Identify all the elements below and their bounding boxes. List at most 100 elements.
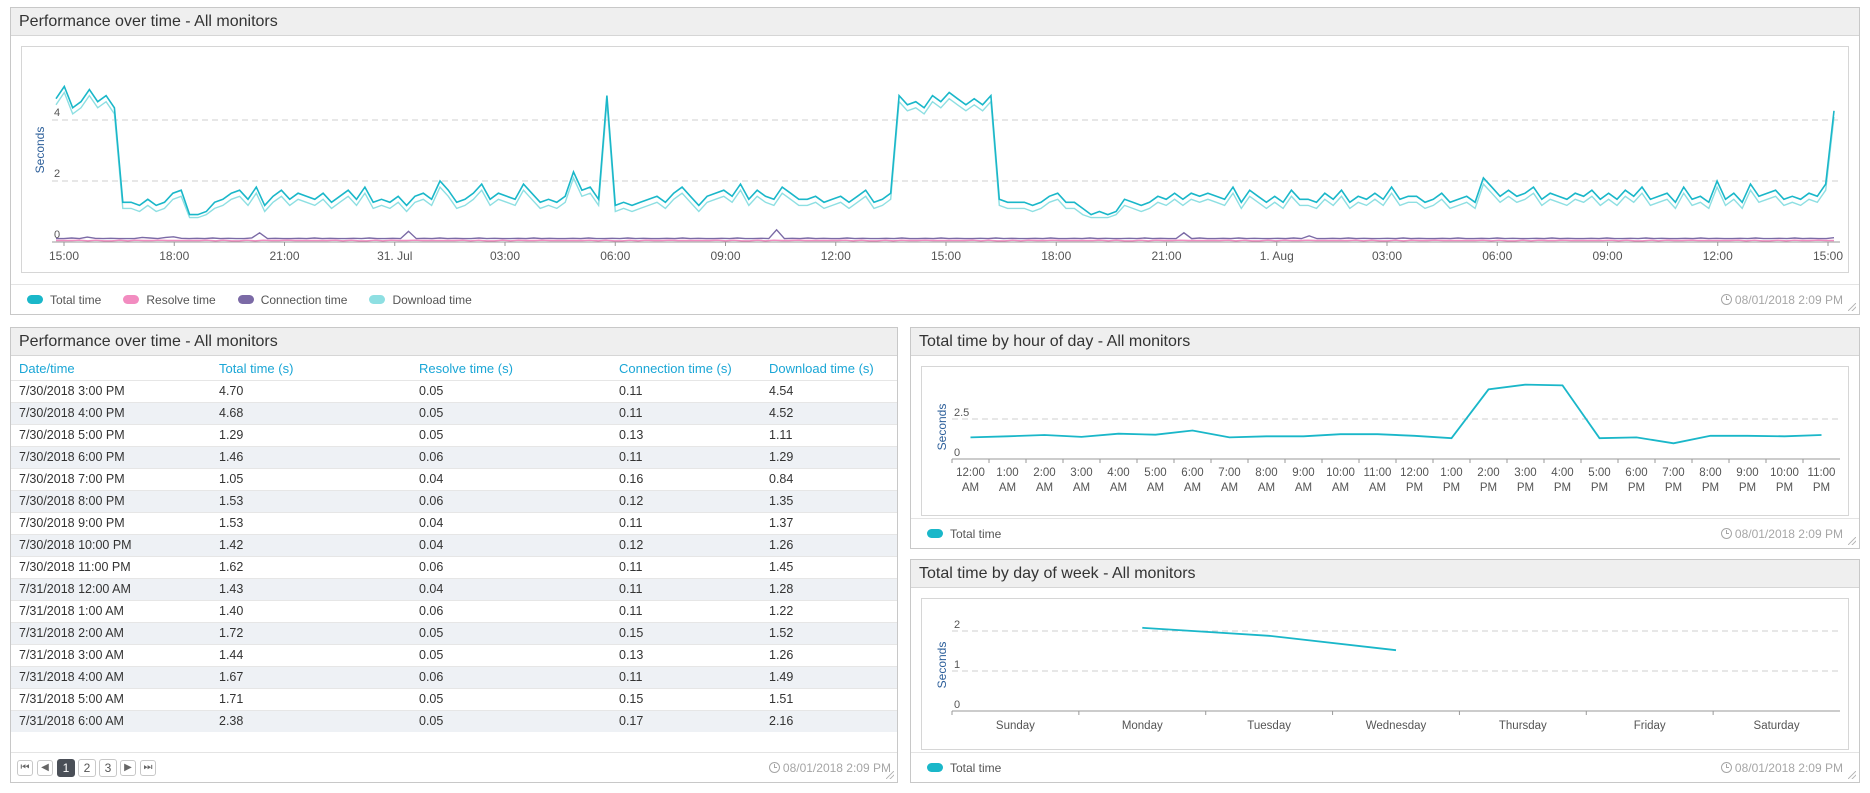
table-cell: 0.12	[611, 533, 761, 556]
table-row[interactable]: 7/30/2018 7:00 PM 1.05 0.04 0.16 0.84	[11, 467, 897, 490]
column-header-resolve-time[interactable]: Resolve time (s)	[419, 361, 513, 377]
x-tick-label: PM	[1480, 482, 1497, 494]
table-cell: 0.12	[611, 489, 761, 512]
table-cell: 0.11	[611, 401, 761, 424]
table-row[interactable]: 7/31/2018 1:00 AM 1.40 0.06 0.11 1.22	[11, 599, 897, 622]
x-tick-label: AM	[1036, 482, 1053, 494]
x-tick-label: 5:00	[1144, 467, 1166, 479]
page-3-button[interactable]: 3	[99, 758, 117, 777]
x-tick-label: 12:00	[956, 467, 985, 479]
table-row[interactable]: 7/30/2018 5:00 PM 1.29 0.05 0.13 1.11	[11, 423, 897, 446]
legend-download-time[interactable]: Download time	[369, 293, 472, 307]
table-row[interactable]: 7/31/2018 4:00 AM 1.67 0.06 0.11 1.49	[11, 665, 897, 688]
resize-handle-icon[interactable]	[886, 771, 894, 779]
legend-total-time[interactable]: Total time	[927, 761, 1001, 775]
table-row[interactable]: 7/31/2018 12:00 AM 1.43 0.04 0.11 1.28	[11, 577, 897, 600]
x-tick-label: Tuesday	[1247, 720, 1291, 732]
table-cell: 7/30/2018 8:00 PM	[11, 489, 211, 512]
last-updated-stamp: 08/01/2018 2:09 PM	[768, 761, 891, 775]
last-page-button[interactable]: ⏭	[140, 759, 156, 776]
column-header-download-time[interactable]: Download time (s)	[769, 361, 874, 377]
day-chart-frame: Seconds 2 1 0 Sunday Monday Tuesday Wednesday Th…	[921, 598, 1849, 750]
table-row[interactable]: 7/31/2018 5:00 AM 1.71 0.05 0.15 1.51	[11, 687, 897, 710]
resize-handle-icon[interactable]	[1848, 537, 1856, 545]
table-cell: 7/31/2018 6:00 AM	[11, 709, 211, 732]
table-row[interactable]: 7/30/2018 9:00 PM 1.53 0.04 0.11 1.37	[11, 511, 897, 534]
resize-handle-icon[interactable]	[1848, 303, 1856, 311]
main-line-chart[interactable]: Seconds 4 2 0 15:00 18:00 21:00 31. Jul 03:00 06:…	[22, 47, 1850, 274]
series-line-download-time	[55, 91, 1835, 219]
x-tick-label: 3:00	[1070, 467, 1092, 479]
x-tick-label: PM	[1776, 482, 1793, 494]
day-line-chart[interactable]: Seconds 2 1 0 Sunday Monday Tuesday Wednesday Th…	[922, 599, 1850, 751]
legend-resolve-time[interactable]: Resolve time	[123, 293, 216, 307]
x-tick-label: 12:00	[821, 249, 851, 263]
x-tick-label: AM	[1295, 482, 1312, 494]
x-tick-label: 4:00	[1551, 467, 1573, 479]
x-tick-label: 09:00	[1592, 249, 1622, 263]
table-cell: 0.11	[611, 599, 761, 622]
legend-swatch	[927, 529, 943, 538]
prev-page-button[interactable]: ◀	[37, 759, 53, 776]
performance-over-time-chart-panel: Performance over time - All monitors Sec…	[10, 7, 1860, 315]
table-cell: 0.13	[611, 423, 761, 446]
x-tick-label: AM	[962, 482, 979, 494]
table-cell: 0.05	[411, 709, 611, 732]
x-tick-label: PM	[1628, 482, 1645, 494]
legend-total-time[interactable]: Total time	[27, 293, 101, 307]
next-page-button[interactable]: ▶	[120, 759, 136, 776]
table-row[interactable]: 7/30/2018 3:00 PM 4.70 0.05 0.11 4.54	[11, 379, 897, 402]
page-2-button[interactable]: 2	[78, 758, 96, 777]
table-cell: 1.67	[211, 665, 411, 688]
panel-title: Performance over time - All monitors	[11, 8, 1859, 36]
column-header-datetime[interactable]: Date/time	[19, 361, 75, 377]
table-row[interactable]: 7/30/2018 6:00 PM 1.46 0.06 0.11 1.29	[11, 445, 897, 468]
y-tick-label: 2.5	[954, 407, 969, 419]
table-cell: 0.11	[611, 665, 761, 688]
clock-icon	[768, 762, 780, 773]
table-cell: 1.35	[761, 489, 897, 512]
table-row[interactable]: 7/31/2018 2:00 AM 1.72 0.05 0.15 1.52	[11, 621, 897, 644]
table-cell: 0.06	[411, 599, 611, 622]
table-row[interactable]: 7/30/2018 8:00 PM 1.53 0.06 0.12 1.35	[11, 489, 897, 512]
table-cell: 0.04	[411, 533, 611, 556]
resize-handle-icon[interactable]	[1848, 771, 1856, 779]
x-tick-label: 15:00	[1813, 249, 1843, 263]
table-row[interactable]: 7/30/2018 11:00 PM 1.62 0.06 0.11 1.45	[11, 555, 897, 578]
hour-line-chart[interactable]: Seconds 2.5 0 12:00 AM 1:00 AM 2:00 AM 3:00 AM 4:00…	[922, 367, 1850, 517]
legend-label: Total time	[950, 760, 1002, 775]
performance-table: Date/time Total time (s) Resolve time (s…	[11, 358, 897, 732]
timestamp: 08/01/2018 2:09 PM	[1734, 292, 1843, 307]
table-cell: 7/30/2018 10:00 PM	[11, 533, 211, 556]
table-footer: ⏮ ◀ 1 2 3 ▶ ⏭ 08/01/2018 2:09 PM	[11, 752, 897, 782]
table-cell: 7/31/2018 4:00 AM	[11, 665, 211, 688]
x-tick-label: AM	[999, 482, 1016, 494]
table-row[interactable]: 7/30/2018 4:00 PM 4.68 0.05 0.11 4.52	[11, 401, 897, 424]
x-tick-label: Monday	[1122, 720, 1163, 732]
column-header-connection-time[interactable]: Connection time (s)	[619, 361, 732, 377]
legend-total-time[interactable]: Total time	[927, 527, 1001, 541]
table-cell: 1.29	[211, 423, 411, 446]
first-page-button[interactable]: ⏮	[17, 759, 33, 776]
table-cell: 0.11	[611, 511, 761, 534]
table-cell: 1.71	[211, 687, 411, 710]
table-cell: 1.51	[761, 687, 897, 710]
y-tick-label: 1	[954, 659, 960, 671]
column-header-total-time[interactable]: Total time (s)	[219, 361, 294, 377]
legend-connection-time[interactable]: Connection time	[237, 293, 347, 307]
table-cell: 2.38	[211, 709, 411, 732]
table-row[interactable]: 7/31/2018 6:00 AM 2.38 0.05 0.17 2.16	[11, 709, 897, 732]
table-row[interactable]: 7/31/2018 3:00 AM 1.44 0.05 0.13 1.26	[11, 643, 897, 666]
page-1-button[interactable]: 1	[57, 758, 75, 777]
y-tick-label: 0	[954, 699, 960, 711]
table-cell: 0.15	[611, 621, 761, 644]
x-tick-label: PM	[1813, 482, 1830, 494]
table-row[interactable]: 7/30/2018 10:00 PM 1.42 0.04 0.12 1.26	[11, 533, 897, 556]
legend-swatch	[369, 295, 386, 304]
table-cell: 0.06	[411, 555, 611, 578]
table-cell: 0.13	[611, 643, 761, 666]
x-tick-label: 4:00	[1107, 467, 1129, 479]
table-cell: 1.05	[211, 467, 411, 490]
total-time-by-hour-panel: Total time by hour of day - All monitors…	[910, 327, 1860, 549]
total-time-by-day-panel: Total time by day of week - All monitors…	[910, 559, 1860, 783]
